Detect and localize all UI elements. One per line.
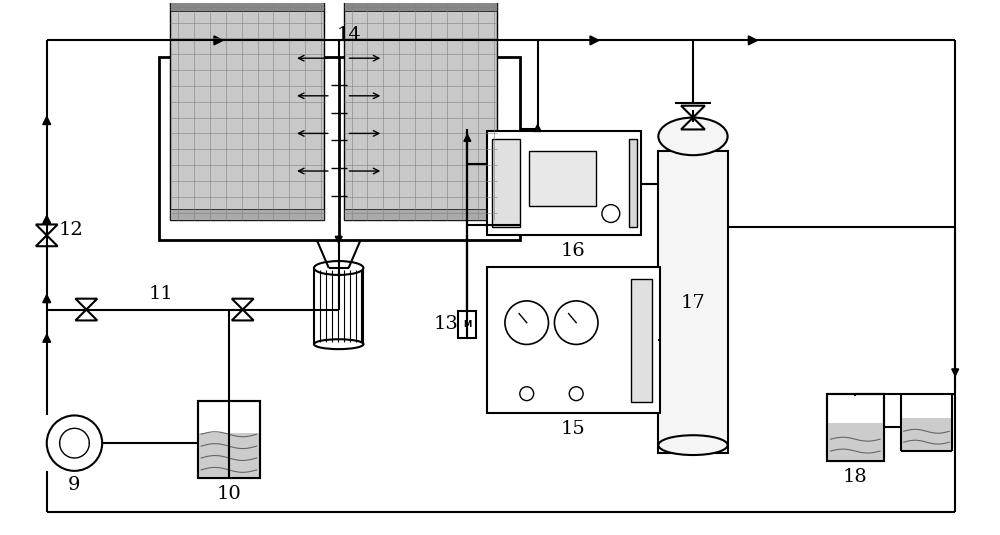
Bar — [492, 139, 520, 227]
Ellipse shape — [314, 261, 363, 275]
Text: 14: 14 — [336, 26, 361, 44]
Bar — [198, 401, 260, 478]
Text: 17: 17 — [681, 294, 705, 311]
Polygon shape — [681, 118, 705, 129]
Circle shape — [554, 301, 598, 345]
Circle shape — [602, 205, 620, 223]
Polygon shape — [590, 36, 599, 45]
Circle shape — [520, 387, 534, 401]
Bar — [658, 151, 728, 453]
Polygon shape — [75, 299, 97, 310]
Bar — [827, 394, 884, 461]
Bar — [487, 132, 641, 235]
Text: 15: 15 — [561, 421, 586, 438]
Polygon shape — [232, 299, 254, 310]
Polygon shape — [36, 225, 58, 235]
Bar — [170, 0, 324, 220]
Text: 12: 12 — [59, 221, 84, 239]
Text: 9: 9 — [68, 476, 81, 494]
Bar — [170, 0, 324, 11]
Ellipse shape — [658, 435, 728, 455]
Bar — [901, 418, 952, 451]
Polygon shape — [748, 36, 757, 45]
Polygon shape — [534, 125, 541, 132]
Polygon shape — [214, 36, 223, 45]
Text: M: M — [463, 320, 471, 329]
Polygon shape — [952, 369, 959, 376]
Bar — [170, 209, 324, 220]
Bar — [344, 0, 497, 11]
Circle shape — [47, 416, 102, 471]
Bar — [344, 209, 497, 220]
Polygon shape — [464, 134, 471, 141]
Bar — [529, 151, 596, 205]
Bar — [314, 268, 363, 344]
Bar — [631, 279, 652, 402]
Ellipse shape — [658, 118, 728, 155]
Bar — [487, 267, 660, 414]
Polygon shape — [681, 106, 705, 118]
Polygon shape — [75, 310, 97, 320]
Bar — [458, 310, 476, 338]
Bar — [159, 57, 520, 240]
Bar — [344, 0, 497, 220]
Polygon shape — [43, 334, 51, 342]
Bar — [629, 139, 637, 227]
Bar — [827, 394, 884, 461]
Circle shape — [569, 387, 583, 401]
Circle shape — [505, 301, 548, 345]
Bar — [827, 423, 884, 461]
Polygon shape — [43, 117, 51, 125]
Text: 13: 13 — [433, 316, 458, 333]
Bar — [198, 433, 260, 478]
Polygon shape — [36, 235, 58, 246]
Text: 16: 16 — [561, 242, 586, 260]
Polygon shape — [43, 295, 51, 303]
Polygon shape — [232, 310, 254, 320]
Text: 18: 18 — [843, 468, 868, 486]
Polygon shape — [43, 216, 51, 224]
Polygon shape — [335, 236, 342, 243]
Text: 10: 10 — [216, 485, 241, 502]
Ellipse shape — [314, 339, 363, 349]
Bar — [198, 401, 260, 478]
Text: 11: 11 — [148, 285, 173, 303]
